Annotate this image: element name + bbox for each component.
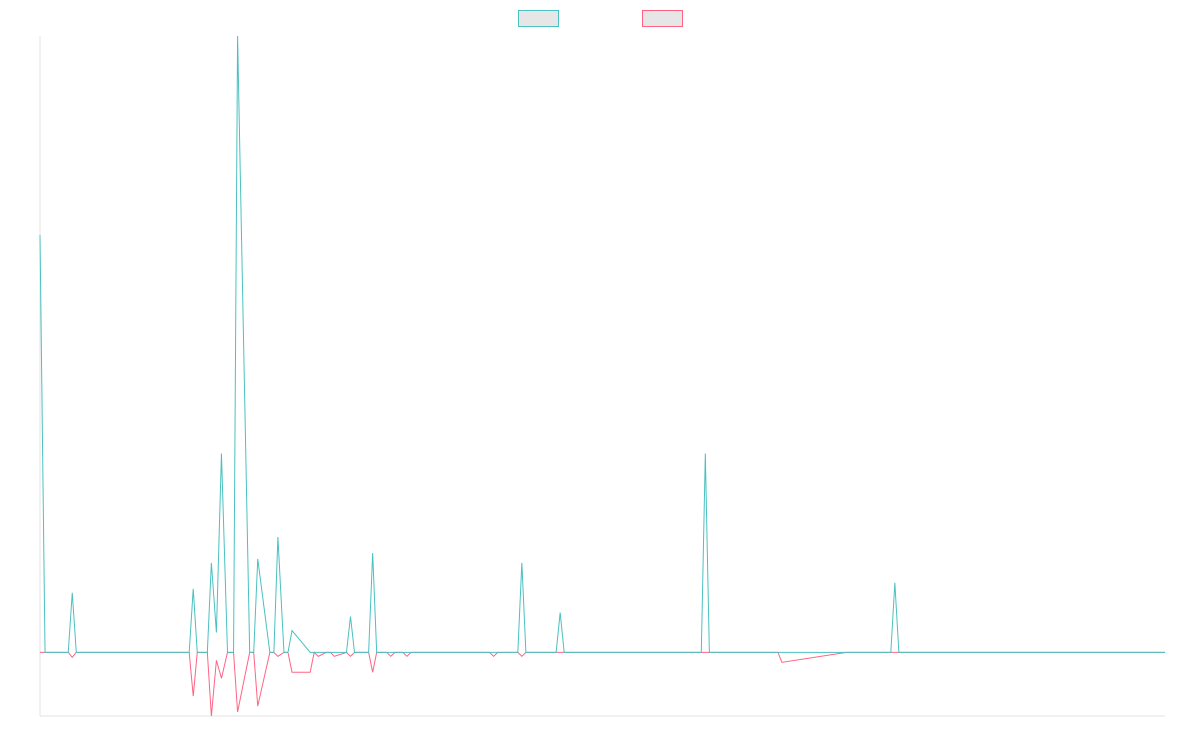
series-line-1 [39, 35, 1165, 653]
legend [518, 10, 683, 27]
legend-item-1[interactable] [518, 10, 559, 27]
legend-swatch-2 [642, 10, 683, 27]
series-line-2 [40, 651, 1165, 717]
series-layer [39, 35, 1165, 717]
legend-swatch-1 [518, 10, 559, 27]
legend-item-2[interactable] [642, 10, 683, 27]
